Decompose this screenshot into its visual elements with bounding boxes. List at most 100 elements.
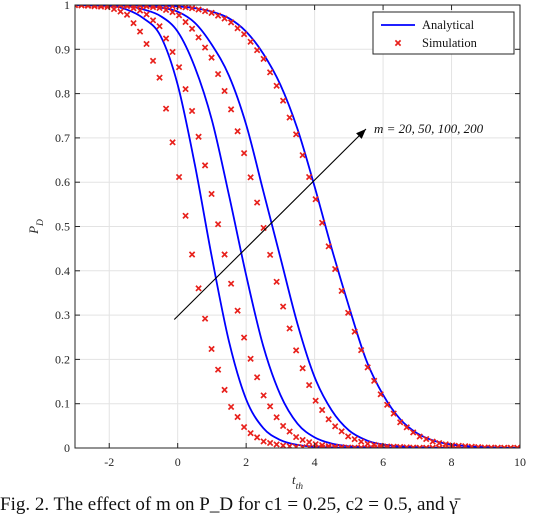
simulation-marker — [338, 428, 345, 435]
x-tick-label: 4 — [312, 455, 318, 469]
simulation-marker — [175, 12, 183, 19]
grid-lines — [75, 4, 521, 449]
simulation-marker — [312, 397, 319, 404]
simulation-marker — [169, 5, 176, 10]
simulation-marker — [292, 131, 300, 138]
y-tick-label: 1 — [64, 0, 70, 12]
simulation-marker — [312, 196, 319, 203]
y-tick-label: 0.9 — [55, 42, 70, 56]
simulation-marker — [299, 151, 306, 159]
simulation-marker — [409, 429, 417, 436]
simulation-marker — [383, 443, 391, 448]
simulation-marker — [253, 374, 261, 381]
simulation-marker — [351, 328, 358, 335]
simulation-marker — [110, 5, 118, 9]
simulation-marker — [214, 366, 222, 373]
simulation-marker — [416, 433, 423, 440]
simulation-marker — [396, 419, 404, 426]
simulation-marker — [195, 34, 202, 41]
simulation-marker — [117, 5, 124, 9]
simulation-marker — [188, 107, 196, 115]
simulation-marker — [279, 97, 287, 104]
simulation-marker — [169, 139, 176, 146]
x-tick-label: -2 — [104, 455, 114, 469]
simulation-marker — [214, 220, 222, 228]
simulation-marker — [305, 444, 313, 448]
simulation-marker — [357, 438, 365, 445]
simulation-marker — [318, 406, 326, 414]
annotation-arrow — [173, 128, 367, 320]
simulation-marker — [195, 133, 202, 140]
simulation-marker — [162, 5, 170, 9]
x-tick-label: 2 — [243, 455, 249, 469]
simulation-marker — [370, 441, 378, 448]
simulation-marker — [97, 5, 105, 10]
analytical-curve-0 — [75, 5, 520, 448]
simulation-marker — [234, 307, 241, 314]
caption-text: Fig. 2. The effect of m on P_D for c1 = … — [0, 494, 458, 515]
legend: Analytical Simulation — [372, 11, 515, 55]
simulation-marker — [221, 87, 228, 95]
simulation-marker — [266, 439, 274, 447]
simulation-marker — [162, 105, 170, 112]
legend-simulation-label: Simulation — [422, 36, 478, 50]
simulation-marker — [214, 12, 222, 19]
simulation-marker — [253, 199, 261, 206]
simulation-marker — [299, 444, 306, 448]
y-tick-label: 0.6 — [55, 175, 70, 189]
simulation-marker — [221, 386, 228, 394]
simulation-marker — [91, 5, 98, 10]
simulation-marker — [344, 309, 352, 316]
simulation-marker — [325, 416, 332, 423]
simulation-marker — [364, 440, 371, 448]
simulation-marker — [383, 444, 391, 448]
simulation-marker — [331, 423, 339, 430]
simulation-marker — [390, 410, 397, 417]
simulation-marker — [136, 5, 144, 9]
simulation-marker — [175, 63, 183, 71]
legend-box — [372, 11, 515, 55]
simulation-marker — [403, 424, 410, 431]
simulation-marker — [162, 35, 170, 42]
data-series — [75, 5, 520, 448]
x-tick-label: 10 — [514, 455, 526, 469]
simulation-marker — [175, 173, 183, 181]
simulation-marker — [240, 149, 248, 157]
simulation-marker — [234, 25, 241, 32]
y-tick-label: 0.7 — [55, 131, 70, 145]
simulation-marker — [377, 391, 384, 398]
simulation-marker — [331, 443, 339, 448]
simulation-marker — [292, 433, 300, 441]
simulation-marker — [227, 403, 235, 411]
simulation-marker — [169, 8, 176, 16]
simulation-marker — [156, 23, 163, 30]
simulation-marker — [221, 15, 228, 22]
simulation-marker — [403, 444, 410, 448]
legend-simulation-swatch — [394, 39, 402, 47]
simulation-marker — [253, 434, 261, 441]
annotation: m = 20, 50, 100, 200 — [173, 121, 484, 320]
simulation-marker — [442, 441, 449, 448]
simulation-marker — [436, 439, 443, 447]
simulation-marker — [305, 438, 313, 446]
y-tick-label: 0.1 — [55, 397, 70, 411]
simulation-marker — [305, 381, 313, 389]
x-tick-label: 6 — [380, 455, 386, 469]
simulation-marker — [208, 9, 215, 17]
simulation-marker — [136, 7, 144, 14]
simulation-marker — [286, 428, 293, 435]
simulation-marker — [279, 303, 287, 310]
simulation-marker — [130, 5, 137, 9]
simulation-marker — [247, 355, 254, 362]
simulation-marker — [357, 346, 365, 354]
simulation-marker — [266, 403, 274, 410]
simulation-marker — [156, 74, 163, 81]
y-tick-label: 0.8 — [55, 87, 70, 101]
simulation-marker — [208, 54, 215, 61]
simulation-marker — [208, 345, 215, 353]
simulation-marker — [91, 5, 98, 9]
simulation-marker — [201, 162, 209, 169]
simulation-marker — [247, 174, 254, 181]
legend-analytical-label: Analytical — [422, 18, 475, 32]
simulation-marker — [325, 243, 332, 250]
